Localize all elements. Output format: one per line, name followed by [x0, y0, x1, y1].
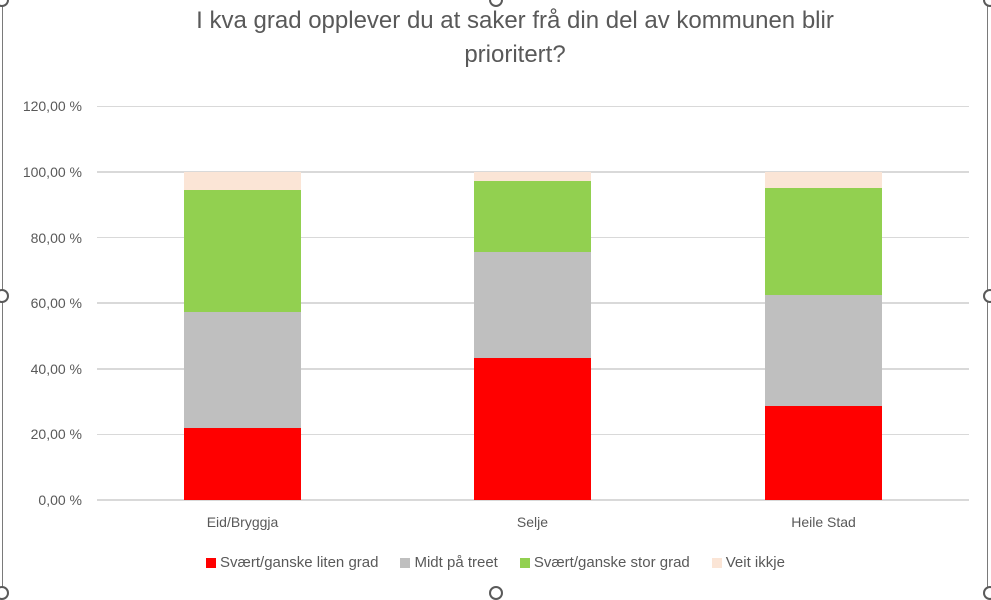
bar-segment[interactable]	[474, 180, 591, 253]
bar-segment[interactable]	[765, 295, 882, 406]
resize-handle-top-right[interactable]	[983, 0, 991, 7]
x-tick-label: Selje	[516, 514, 549, 530]
y-tick-label: 120,00 %	[22, 98, 82, 115]
x-tick-label: Eid/Bryggja	[206, 514, 279, 530]
legend-label: Midt på treet	[414, 554, 498, 571]
resize-handle-top-left[interactable]	[0, 0, 9, 7]
resize-handle-bottom-right[interactable]	[983, 586, 991, 600]
bar-segment[interactable]	[184, 312, 301, 428]
legend-item[interactable]: Svært/ganske liten grad	[206, 554, 378, 571]
bar-segment[interactable]	[184, 427, 301, 500]
y-tick-label: 80,00 %	[30, 229, 82, 246]
legend-swatch-icon	[206, 557, 217, 568]
bar-segment[interactable]	[765, 188, 882, 295]
bar-segment[interactable]	[765, 172, 882, 189]
legend-swatch-icon	[711, 557, 722, 568]
legend-item[interactable]: Veit ikkje	[711, 554, 785, 571]
bar-segment[interactable]	[184, 172, 301, 191]
chart-title: I kva grad opplever du at saker frå din …	[150, 4, 880, 72]
legend-label: Svært/ganske liten grad	[220, 554, 379, 571]
y-tick-label: 20,00 %	[30, 426, 82, 443]
resize-handle-left[interactable]	[0, 289, 9, 303]
x-tick-label: Heile Stad	[791, 514, 856, 530]
bar-segment[interactable]	[474, 172, 591, 181]
legend-label: Veit ikkje	[725, 554, 785, 571]
y-tick-label: 100,00 %	[22, 164, 82, 180]
legend: Svært/ganske liten grad Midt på treet Svær…	[0, 554, 991, 571]
resize-handle-top[interactable]	[489, 0, 503, 7]
gridline	[97, 105, 969, 108]
legend-item[interactable]: Svært/ganske stor grad	[519, 554, 690, 571]
legend-label: Svært/ganske stor grad	[533, 554, 690, 571]
y-tick-label: 40,00 %	[30, 360, 82, 377]
resize-handle-bottom-left[interactable]	[0, 586, 9, 600]
chart-title-line-2: prioritert?	[464, 41, 566, 68]
bar-segment[interactable]	[474, 252, 591, 358]
resize-handle-right[interactable]	[983, 289, 991, 303]
y-tick-label: 60,00 %	[30, 295, 82, 312]
resize-handle-bottom[interactable]	[489, 586, 503, 600]
gridline	[97, 499, 969, 501]
legend-item[interactable]: Midt på treet	[400, 554, 498, 571]
bar-segment[interactable]	[474, 357, 591, 500]
legend-swatch-icon	[400, 557, 411, 568]
bar-segment[interactable]	[765, 405, 882, 500]
y-tick-label: 0,00 %	[38, 492, 82, 508]
legend-swatch-icon	[519, 557, 530, 568]
chart-title-line-1: I kva grad opplever du at saker frå din …	[196, 7, 834, 34]
bar-segment[interactable]	[184, 190, 301, 313]
